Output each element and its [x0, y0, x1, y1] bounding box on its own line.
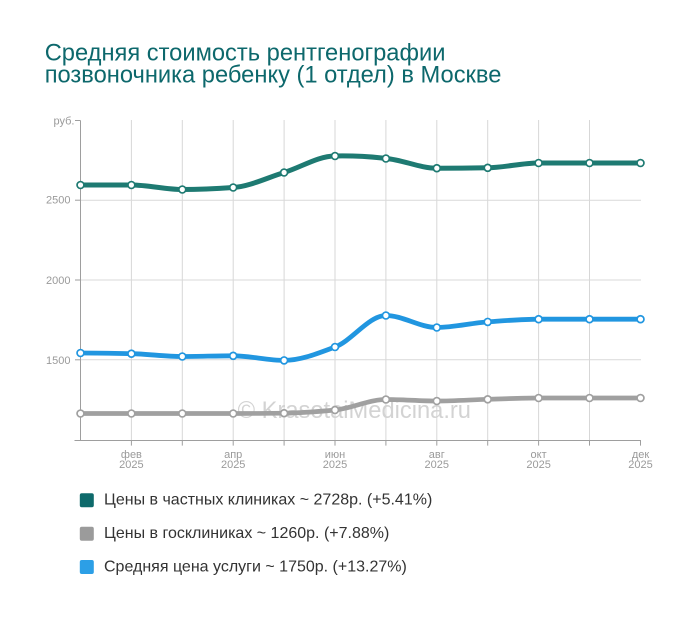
svg-text:фев: фев — [121, 449, 142, 461]
svg-text:дек: дек — [632, 449, 650, 461]
svg-text:2025: 2025 — [119, 459, 143, 471]
svg-text:2500: 2500 — [46, 195, 70, 207]
svg-text:руб.: руб. — [54, 116, 75, 128]
svg-text:позвоночника ребенку (1 отдел): позвоночника ребенку (1 отдел) в Москве — [45, 63, 502, 89]
svg-text:Средняя цена услуги ~ 1750р. (: Средняя цена услуги ~ 1750р. (+13.27%) — [104, 558, 407, 575]
svg-text:Цены в частных клиниках ~ 2728: Цены в частных клиниках ~ 2728р. (+5.41%… — [104, 492, 432, 509]
svg-text:Цены в госклиниках ~ 1260р. (+: Цены в госклиниках ~ 1260р. (+7.88%) — [104, 525, 389, 542]
svg-text:2025: 2025 — [425, 459, 449, 471]
svg-text:2025: 2025 — [323, 459, 347, 471]
svg-text:июн: июн — [325, 449, 345, 461]
svg-text:апр: апр — [224, 449, 242, 461]
svg-text:2000: 2000 — [46, 275, 70, 287]
svg-text:2025: 2025 — [221, 459, 245, 471]
svg-text:2025: 2025 — [526, 459, 550, 471]
svg-text:Средняя стоимость рентгенограф: Средняя стоимость рентгенографии — [45, 41, 446, 67]
svg-text:окт: окт — [531, 449, 547, 461]
svg-text:2025: 2025 — [628, 459, 652, 471]
svg-text:1500: 1500 — [46, 355, 70, 367]
svg-text:авг: авг — [429, 449, 445, 461]
